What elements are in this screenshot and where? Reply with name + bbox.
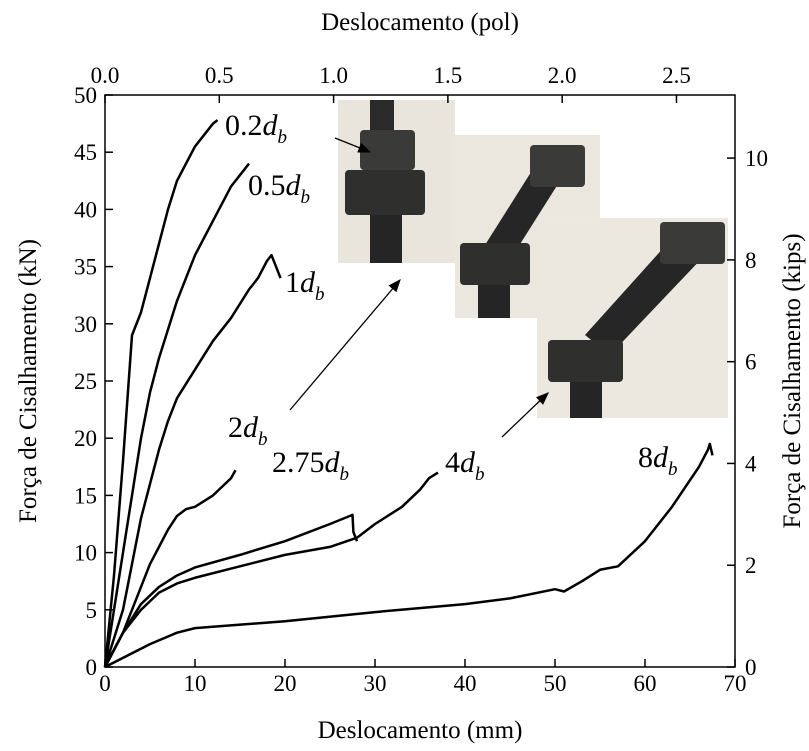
x-tick-label: 70 [724, 671, 747, 696]
arrow [501, 392, 549, 438]
nut [660, 222, 725, 264]
bolt [478, 285, 510, 318]
x2-tick-label: 0.5 [205, 63, 234, 88]
x2-tick-label: 1.5 [434, 63, 463, 88]
arrow [289, 279, 401, 411]
series-label-value: 1 [285, 266, 300, 299]
nut [360, 130, 415, 170]
series-label-subscript: b [315, 284, 325, 305]
series-label: 0.5db [248, 169, 310, 208]
x-tick-label: 0 [99, 671, 111, 696]
y-tick-label: 15 [74, 483, 97, 508]
nut [548, 340, 623, 382]
series-label-symbol: d [325, 446, 341, 479]
x-axis-title: Deslocamento (mm) [318, 717, 523, 744]
series-label: 8db [638, 441, 678, 480]
y-tick-label: 10 [74, 541, 97, 566]
y-axis-title: Força de Cisalhamento (kN) [15, 239, 42, 523]
arrow [334, 137, 372, 153]
series-line [103, 253, 282, 668]
x-tick-label: 50 [544, 671, 567, 696]
x2-tick-label: 2.5 [662, 63, 691, 88]
x2-tick-label: 0.0 [91, 63, 120, 88]
series-label-subscript: b [475, 464, 485, 485]
series-label-symbol: d [243, 411, 259, 444]
x-tick-label: 60 [634, 671, 657, 696]
y2-tick-label: 0 [745, 655, 757, 680]
series-line [103, 513, 359, 668]
nut [530, 145, 585, 187]
x-tick-label: 40 [454, 671, 477, 696]
series-label-value: 8 [638, 441, 653, 474]
series-label-value: 4 [445, 446, 460, 479]
series-label-symbol: d [300, 266, 316, 299]
series-label: 2db [228, 411, 268, 450]
series-line [104, 442, 714, 669]
y-tick-label: 5 [86, 598, 98, 623]
series-label-symbol: d [286, 169, 302, 202]
series-label-subscript: b [668, 459, 678, 480]
nut [345, 170, 425, 215]
y-tick-label: 45 [74, 140, 97, 165]
series-line [103, 469, 237, 668]
y2-tick-label: 8 [745, 248, 757, 273]
arrows [289, 137, 549, 438]
series-label-subscript: b [301, 187, 311, 208]
x-tick-label: 30 [364, 671, 387, 696]
nut [460, 243, 530, 285]
y2-axis-title: Força de Cisalhamento (kips) [779, 233, 806, 528]
x-tick-label: 10 [184, 671, 207, 696]
series-line [103, 162, 250, 668]
series-label-symbol: d [460, 446, 476, 479]
bolt [370, 215, 402, 263]
y-tick-label: 20 [74, 426, 97, 451]
y2-tick-label: 10 [745, 146, 768, 171]
series-label-value: 2 [228, 411, 243, 444]
x2-tick-label: 2.0 [548, 63, 577, 88]
series-label-value: 2.75 [272, 446, 325, 479]
y-tick-label: 0 [86, 655, 98, 680]
bolt [570, 382, 602, 418]
y2-tick-label: 6 [745, 350, 757, 375]
series-label-value: 0.2 [225, 109, 263, 142]
series-label: 1db [285, 266, 325, 305]
y2-tick-label: 2 [745, 553, 757, 578]
y-tick-label: 50 [74, 83, 97, 108]
bolt [585, 235, 705, 355]
series-label-subscript: b [340, 464, 350, 485]
x-tick-label: 20 [274, 671, 297, 696]
y-tick-label: 30 [74, 312, 97, 337]
x2-axis-title: Deslocamento (pol) [321, 9, 519, 36]
series-label: 2.75db [272, 446, 349, 485]
x2-tick-label: 1.0 [319, 63, 348, 88]
series-label: 0.2db [225, 109, 287, 148]
photos [338, 100, 728, 418]
series-label: 4db [445, 446, 485, 485]
y-tick-label: 25 [74, 369, 97, 394]
y-tick-label: 40 [74, 197, 97, 222]
series-line [103, 119, 219, 668]
y-tick-label: 35 [74, 255, 97, 280]
series-label-subscript: b [258, 429, 268, 450]
series-label-value: 0.5 [248, 169, 286, 202]
series-label-symbol: d [263, 109, 279, 142]
series-line [103, 471, 439, 668]
series-label-symbol: d [653, 441, 669, 474]
series-label-subscript: b [278, 127, 288, 148]
y2-tick-label: 4 [745, 451, 757, 476]
